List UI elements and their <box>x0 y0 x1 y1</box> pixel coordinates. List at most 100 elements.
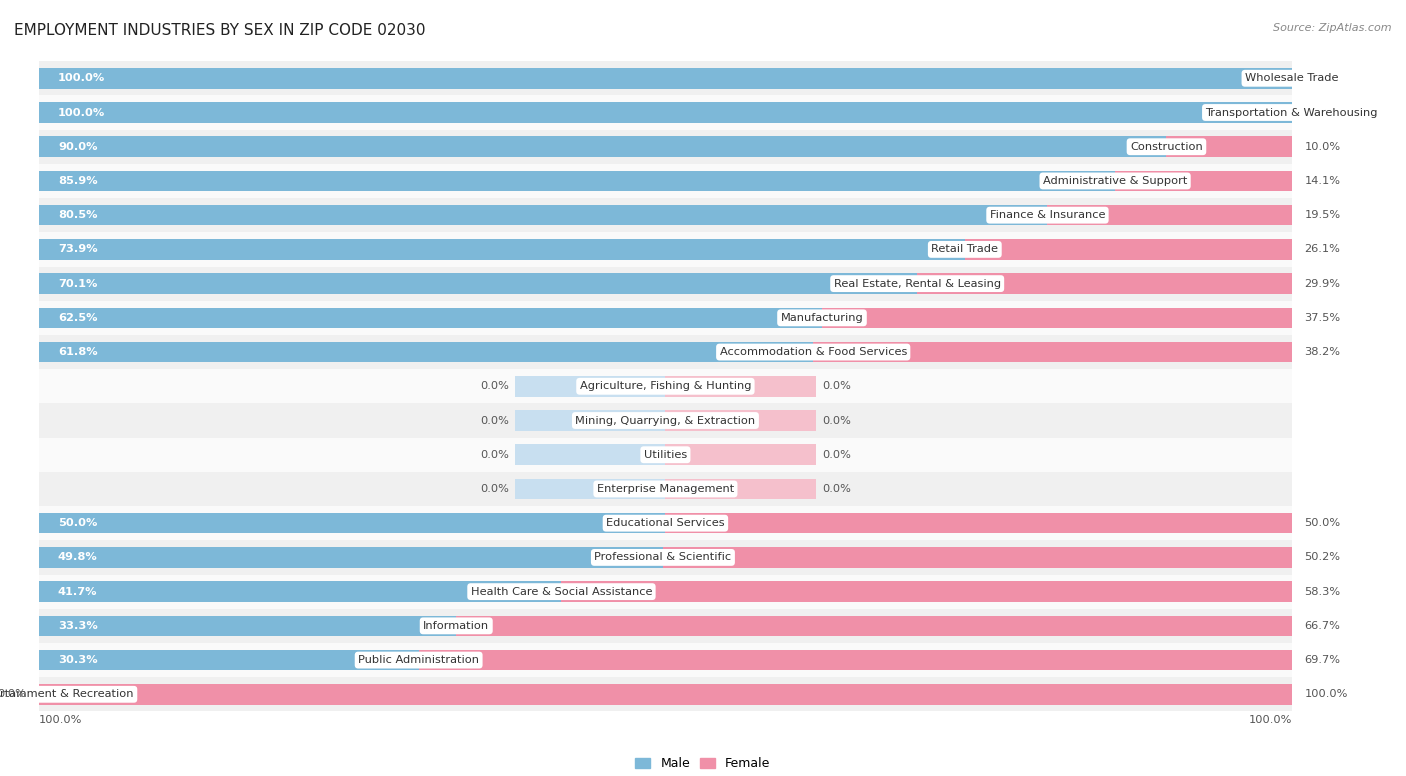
Text: 50.0%: 50.0% <box>58 518 97 528</box>
Text: 29.9%: 29.9% <box>1305 279 1340 289</box>
Text: 33.3%: 33.3% <box>58 621 97 631</box>
Text: Enterprise Management: Enterprise Management <box>596 484 734 494</box>
Bar <box>39 677 1292 712</box>
Bar <box>39 547 662 568</box>
Bar <box>39 266 1292 301</box>
Bar <box>39 301 1292 335</box>
Bar <box>419 650 1292 670</box>
Bar <box>662 547 1292 568</box>
Text: Source: ZipAtlas.com: Source: ZipAtlas.com <box>1274 23 1392 33</box>
Bar <box>39 102 1292 123</box>
Bar <box>665 513 1292 533</box>
Text: 100.0%: 100.0% <box>1249 715 1292 725</box>
Text: Health Care & Social Assistance: Health Care & Social Assistance <box>471 587 652 597</box>
Text: Manufacturing: Manufacturing <box>780 313 863 323</box>
Bar <box>515 445 665 465</box>
Bar <box>917 273 1292 294</box>
Text: 0.0%: 0.0% <box>823 484 851 494</box>
Bar <box>39 137 1292 157</box>
Text: 85.9%: 85.9% <box>58 176 97 186</box>
Text: 37.5%: 37.5% <box>1305 313 1340 323</box>
Bar <box>39 581 561 602</box>
Bar <box>39 513 1292 533</box>
Bar <box>39 198 1292 232</box>
Bar <box>515 479 665 499</box>
Text: 0.0%: 0.0% <box>479 450 509 459</box>
Text: Professional & Scientific: Professional & Scientific <box>595 553 731 563</box>
Bar <box>813 341 1292 362</box>
Bar <box>515 376 665 397</box>
Text: 50.2%: 50.2% <box>1305 553 1340 563</box>
Bar <box>39 239 965 260</box>
Text: 0.0%: 0.0% <box>823 415 851 425</box>
Text: Utilities: Utilities <box>644 450 688 459</box>
Text: Arts, Entertainment & Recreation: Arts, Entertainment & Recreation <box>0 689 134 699</box>
Bar <box>39 404 1292 438</box>
Legend: Male, Female: Male, Female <box>630 753 776 775</box>
Text: 0.0%: 0.0% <box>479 381 509 391</box>
Text: Information: Information <box>423 621 489 631</box>
Bar <box>39 643 1292 677</box>
Bar <box>665 445 815 465</box>
Text: EMPLOYMENT INDUSTRIES BY SEX IN ZIP CODE 02030: EMPLOYMENT INDUSTRIES BY SEX IN ZIP CODE… <box>14 23 426 38</box>
Bar <box>39 205 1292 226</box>
Text: 49.8%: 49.8% <box>58 553 97 563</box>
Text: Administrative & Support: Administrative & Support <box>1043 176 1187 186</box>
Bar <box>39 438 1292 472</box>
Bar <box>813 341 1292 362</box>
Text: 100.0%: 100.0% <box>1305 689 1347 699</box>
Text: 100.0%: 100.0% <box>58 73 105 83</box>
Bar <box>39 472 1292 506</box>
Bar <box>39 684 1292 705</box>
Bar <box>39 171 1292 191</box>
Bar <box>39 341 813 362</box>
Text: 0.0%: 0.0% <box>823 450 851 459</box>
Text: 66.7%: 66.7% <box>1305 621 1340 631</box>
Text: 69.7%: 69.7% <box>1305 655 1340 665</box>
Text: 0.0%: 0.0% <box>479 415 509 425</box>
Bar <box>39 102 1292 123</box>
Text: 19.5%: 19.5% <box>1305 210 1340 220</box>
Bar <box>39 684 1292 705</box>
Bar <box>39 137 1167 157</box>
Text: 100.0%: 100.0% <box>39 715 83 725</box>
Text: 14.1%: 14.1% <box>1305 176 1340 186</box>
Bar <box>665 513 1292 533</box>
Bar <box>456 615 1292 636</box>
Bar <box>39 171 1115 191</box>
Text: 50.0%: 50.0% <box>1305 518 1340 528</box>
Text: 80.5%: 80.5% <box>58 210 97 220</box>
Bar <box>39 615 1292 636</box>
Bar <box>39 513 665 533</box>
Text: 62.5%: 62.5% <box>58 313 97 323</box>
Text: 41.7%: 41.7% <box>58 587 97 597</box>
Bar <box>561 581 1292 602</box>
Text: 58.3%: 58.3% <box>1305 587 1340 597</box>
Bar <box>39 540 1292 574</box>
Bar <box>39 574 1292 608</box>
Bar <box>39 581 1292 602</box>
Text: 0.0%: 0.0% <box>0 689 27 699</box>
Text: 38.2%: 38.2% <box>1305 347 1340 357</box>
Bar <box>39 615 456 636</box>
Bar <box>823 307 1292 328</box>
Bar <box>39 369 1292 404</box>
Bar <box>965 239 1292 260</box>
Bar <box>39 273 1292 294</box>
Text: Accommodation & Food Services: Accommodation & Food Services <box>720 347 907 357</box>
Text: Educational Services: Educational Services <box>606 518 724 528</box>
Bar <box>39 608 1292 643</box>
Bar <box>917 273 1292 294</box>
Bar <box>39 164 1292 198</box>
Text: Wholesale Trade: Wholesale Trade <box>1244 73 1339 83</box>
Bar <box>419 650 1292 670</box>
Text: 90.0%: 90.0% <box>58 142 97 152</box>
Bar <box>1115 171 1292 191</box>
Bar <box>662 547 1292 568</box>
Bar <box>39 68 1292 88</box>
Bar <box>665 411 815 431</box>
Text: 26.1%: 26.1% <box>1305 244 1340 255</box>
Text: Public Administration: Public Administration <box>359 655 479 665</box>
Bar <box>1047 205 1292 226</box>
Text: 73.9%: 73.9% <box>58 244 97 255</box>
